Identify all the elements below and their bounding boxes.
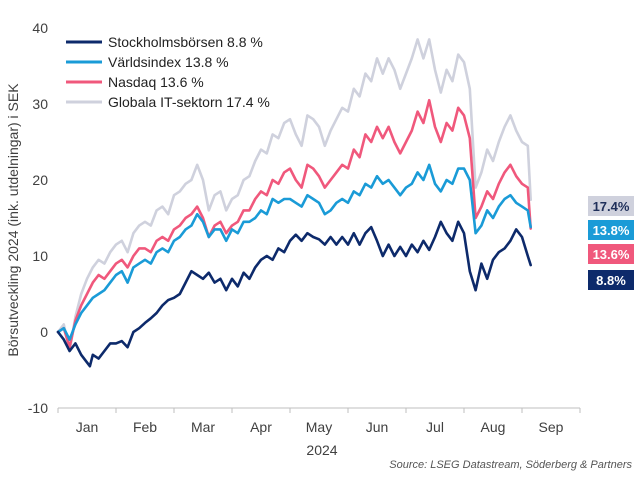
legend-label: Världsindex 13.8 %: [108, 54, 229, 70]
y-tick-label: 10: [32, 248, 48, 264]
x-tick-label: Jun: [366, 419, 389, 435]
x-tick-label: Sep: [539, 419, 564, 435]
x-tick-label: May: [306, 419, 332, 435]
x-tick-label: Jan: [76, 419, 99, 435]
end-value-label: 17.4%: [593, 199, 630, 214]
series-line: [56, 98, 532, 349]
series-line: [56, 220, 532, 368]
x-tick-label: Aug: [481, 419, 506, 435]
y-tick-label: 40: [32, 20, 48, 36]
x-tick-label: Feb: [133, 419, 157, 435]
y-tick-label: 20: [32, 172, 48, 188]
y-axis-title: Börsutveckling 2024 (ink. utdelningar) i…: [5, 83, 21, 357]
x-axis: Jan Feb Mar Apr May Jun Jul Aug Sep: [57, 408, 581, 435]
series-line: [56, 38, 532, 353]
series-line: [56, 163, 532, 341]
y-tick-label: -10: [28, 400, 48, 416]
end-value-tag: [588, 244, 634, 264]
end-value-tag: [588, 270, 634, 290]
series-lines: [56, 38, 532, 368]
x-tick-label: Mar: [191, 419, 215, 435]
legend-label: Nasdaq 13.6 %: [108, 74, 204, 90]
end-value-tag: [588, 196, 634, 216]
x-tick-label: Jul: [426, 419, 444, 435]
y-axis: -10 0 10 20 30 40: [28, 20, 580, 416]
end-value-label: 13.8%: [593, 223, 630, 238]
end-value-label: 8.8%: [596, 273, 626, 288]
x-tick-label: Apr: [250, 419, 272, 435]
y-tick-label: 0: [40, 324, 48, 340]
end-tags: 8.8% 13.8% 13.6% 17.4%: [588, 196, 634, 290]
end-value-tag: [588, 220, 634, 240]
y-tick-label: 30: [32, 96, 48, 112]
legend-label: Globala IT-sektorn 17.4 %: [108, 94, 270, 110]
x-axis-title: 2024: [306, 442, 337, 458]
legend: Stockholmsbörsen 8.8 % Världsindex 13.8 %…: [66, 34, 270, 110]
legend-label: Stockholmsbörsen 8.8 %: [108, 34, 263, 50]
end-value-label: 13.6%: [593, 247, 630, 262]
source-note: Source: LSEG Datastream, Söderberg & Par…: [389, 459, 632, 471]
